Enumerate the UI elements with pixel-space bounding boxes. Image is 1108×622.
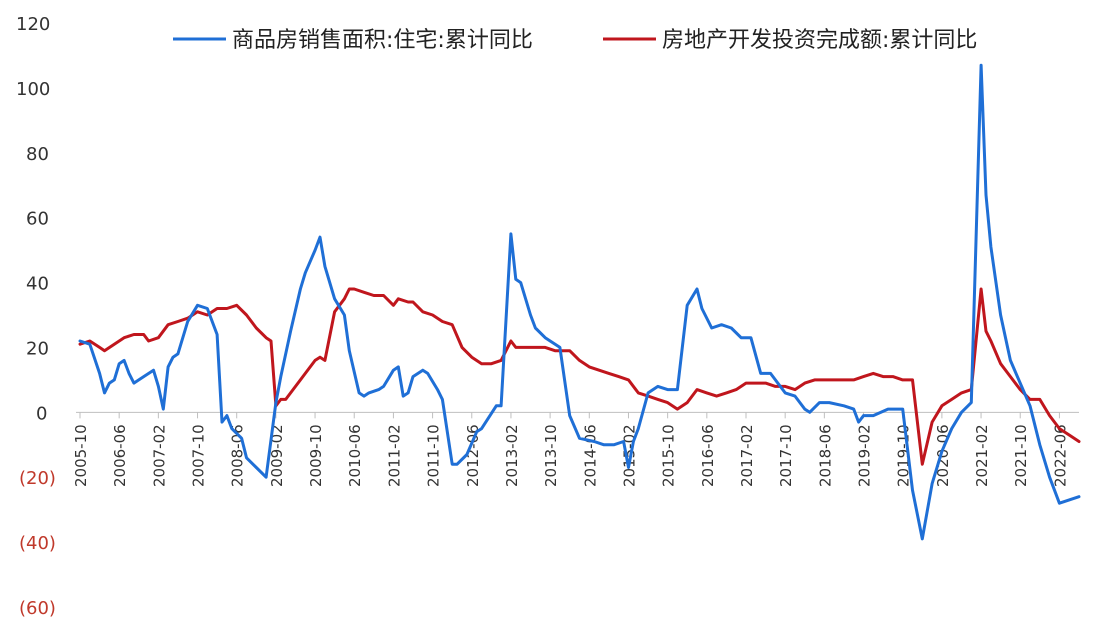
x-tick-label: 2009-10 [307, 424, 325, 487]
legend-item-investment: 房地产开发投资完成额:累计同比 [603, 28, 977, 53]
x-tick-label: 2016-06 [699, 424, 717, 487]
legend: 商品房销售面积:住宅:累计同比 房地产开发投资完成额:累计同比 [173, 28, 977, 53]
x-tick-label: 2013-02 [503, 424, 521, 487]
legend-label-investment: 房地产开发投资完成额:累计同比 [662, 28, 977, 53]
y-tick-label: 120 [16, 14, 50, 35]
x-tick-label: 2011-02 [385, 424, 403, 487]
y-tick-label: 60 [26, 209, 49, 230]
x-tick-label: 2022-06 [1051, 424, 1069, 487]
x-tick-label: 2012-06 [464, 424, 482, 487]
y-tick-label: (20) [19, 468, 56, 489]
x-axis: 2005-10 2006-06 2007-02 2007-10 2008-06 2009-… [72, 411, 1079, 487]
x-tick-label: 2015-10 [660, 424, 678, 487]
x-tick-label: 2017-10 [777, 424, 795, 487]
x-tick-label: 2021-10 [1012, 424, 1030, 487]
x-tick-label: 2007-10 [190, 424, 208, 487]
legend-label-sales-area: 商品房销售面积:住宅:累计同比 [232, 28, 533, 53]
y-tick-label: 0 [36, 403, 47, 424]
x-tick-label: 2019-02 [856, 424, 874, 487]
x-tick-label: 2005-10 [72, 424, 90, 487]
x-tick-label: 2010-06 [346, 424, 364, 487]
legend-item-sales-area: 商品房销售面积:住宅:累计同比 [173, 28, 533, 53]
series-line-investment [78, 287, 1081, 466]
y-axis: 120 100 80 60 40 20 0 (20) (40) (60) [16, 14, 56, 619]
x-tick-label: 2013-10 [542, 424, 560, 487]
x-tick-label: 2017-02 [738, 424, 756, 487]
x-tick-label: 2011-10 [425, 424, 443, 487]
x-tick-label: 2019-10 [895, 424, 913, 487]
x-tick-label: 2018-06 [816, 424, 834, 487]
y-tick-label: 40 [26, 274, 49, 295]
x-tick-label: 2007-02 [150, 424, 168, 487]
y-tick-label: 100 [16, 79, 50, 100]
y-tick-label: (60) [19, 598, 56, 619]
x-tick-label: 2014-06 [581, 424, 599, 487]
y-tick-label: (40) [19, 533, 56, 554]
plot-area [78, 63, 1081, 541]
series-line-sales-area [78, 63, 1081, 541]
y-tick-label: 80 [26, 144, 49, 165]
x-tick-label: 2021-02 [973, 424, 991, 487]
y-tick-label: 20 [26, 338, 49, 359]
x-tick-label: 2006-06 [111, 424, 129, 487]
